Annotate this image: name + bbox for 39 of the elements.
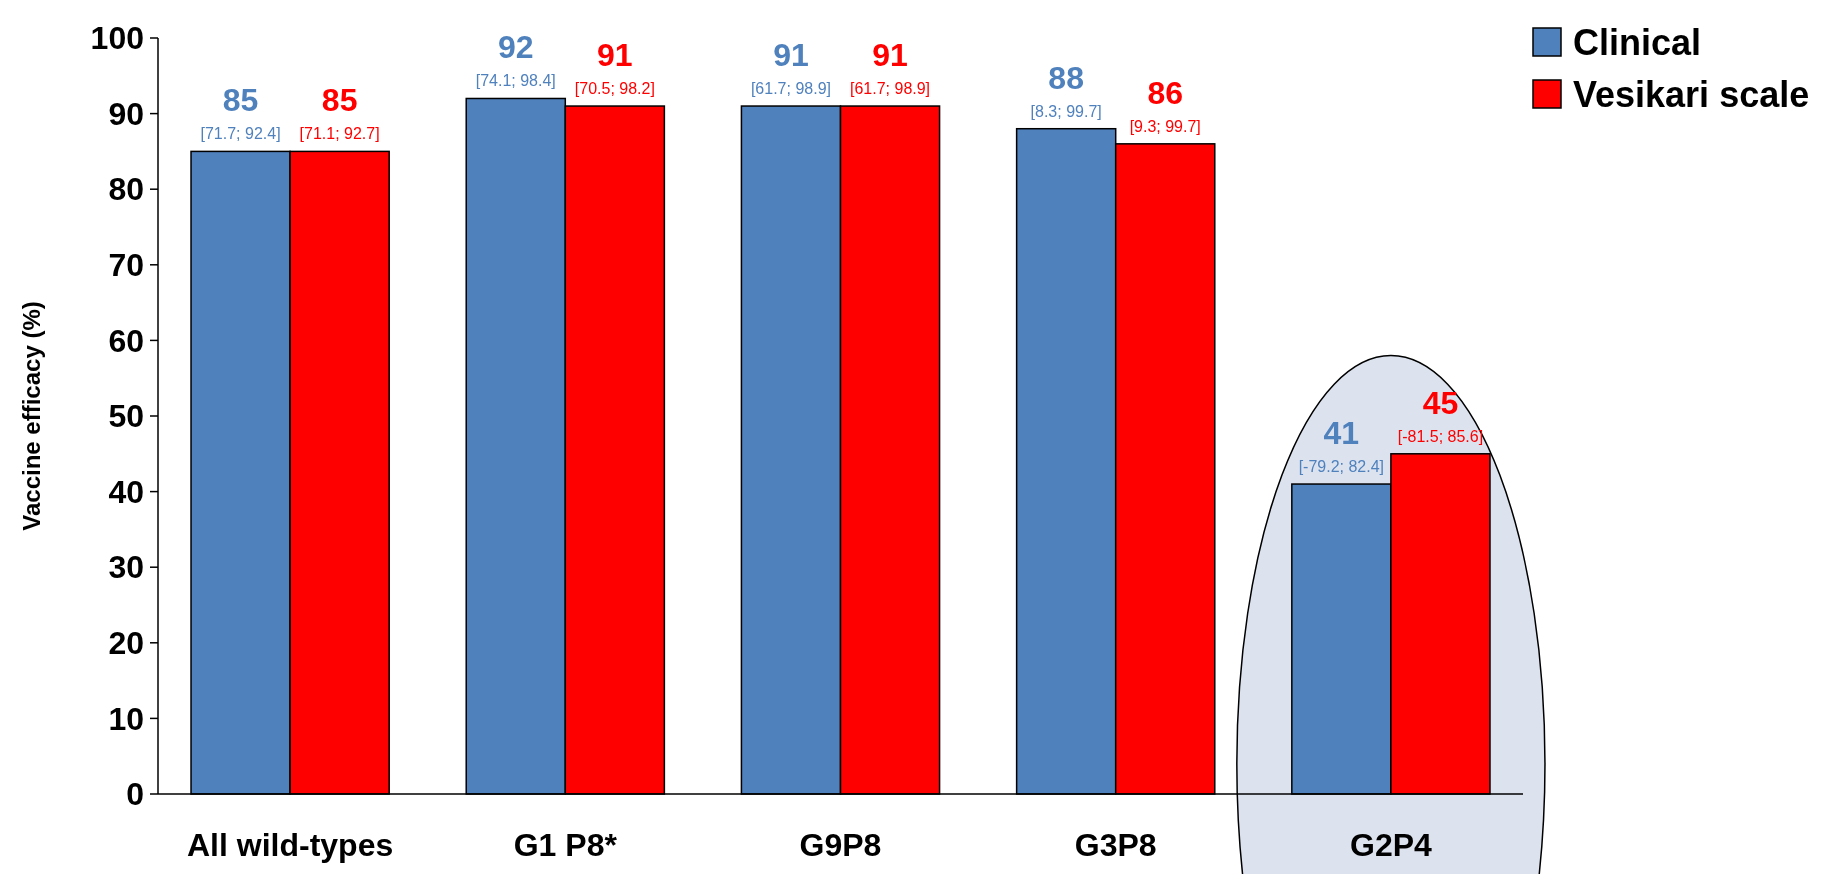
legend-label: Clinical (1573, 21, 1702, 63)
y-tick-label: 10 (108, 700, 144, 737)
x-tick-label: G1 P8* (513, 827, 618, 863)
data-label: 41 (1323, 415, 1360, 452)
y-tick-label: 30 (108, 549, 144, 586)
data-label: 86 (1147, 74, 1184, 111)
annotation: [74.1; 98.4] (475, 72, 556, 90)
data-label: 91 (773, 37, 809, 74)
y-tick-label: 0 (126, 776, 144, 813)
y-tick-label: 90 (108, 95, 144, 132)
y-tick-label: 20 (108, 625, 144, 661)
x-tick-label: G9P8 (799, 827, 882, 863)
y-tick-label: 70 (108, 247, 144, 283)
x-tick-label: G2P4 (1349, 827, 1433, 863)
data-label: 85 (222, 82, 259, 119)
y-tick-label: 50 (108, 398, 144, 435)
y-tick-label: 60 (108, 322, 144, 359)
annotation: [8.3; 99.7] (1030, 102, 1102, 120)
data-label: 92 (497, 29, 534, 66)
data-label: 85 (321, 82, 358, 119)
y-tick-label: 40 (108, 473, 144, 510)
data-label: 91 (597, 37, 633, 74)
annotation: [61.7; 98.9] (750, 80, 831, 98)
annotation: [-81.5; 85.6] (1397, 427, 1484, 445)
data-label: 88 (1048, 59, 1084, 96)
y-axis-title: Vaccine efficacy (%) (18, 301, 45, 531)
x-tick-label: G3P8 (1074, 827, 1157, 863)
y-tick-label: 100 (90, 20, 144, 57)
annotation: [9.3; 99.7] (1129, 117, 1201, 135)
annotation: [70.5; 98.2] (574, 80, 655, 98)
y-tick-label: 80 (108, 171, 144, 208)
legend-label: Vesikari scale (1573, 73, 1810, 115)
data-label: 45 (1422, 384, 1459, 421)
data-label: 91 (872, 37, 908, 74)
x-tick-label: All wild-types (186, 827, 394, 863)
annotation: [-79.2; 82.4] (1298, 458, 1385, 476)
annotation: [71.7; 92.4] (200, 125, 281, 143)
annotation: [71.1; 92.7] (299, 125, 380, 143)
annotation: [61.7; 98.9] (850, 80, 931, 98)
